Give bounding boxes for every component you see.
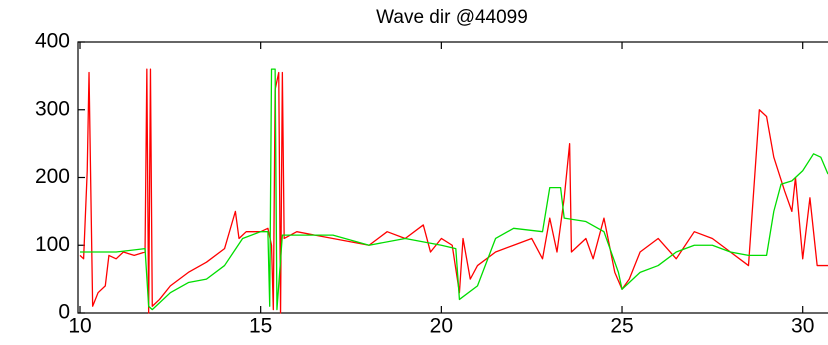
y-tick-label: 100	[35, 233, 70, 256]
y-tick-label: 200	[35, 165, 70, 188]
x-tick-label: 15	[249, 315, 272, 338]
x-tick-label: 30	[791, 315, 814, 338]
y-tick-label: 0	[58, 301, 70, 324]
x-tick-label: 10	[68, 315, 91, 338]
chart-title: Wave dir @44099	[376, 7, 528, 28]
x-tick-label: 25	[610, 315, 633, 338]
x-tick-label: 20	[430, 315, 453, 338]
plot-frame	[77, 41, 828, 314]
y-tick-label: 400	[35, 30, 70, 53]
data-line	[79, 68, 828, 314]
y-tick-label: 300	[35, 97, 70, 120]
data-line	[80, 68, 828, 311]
